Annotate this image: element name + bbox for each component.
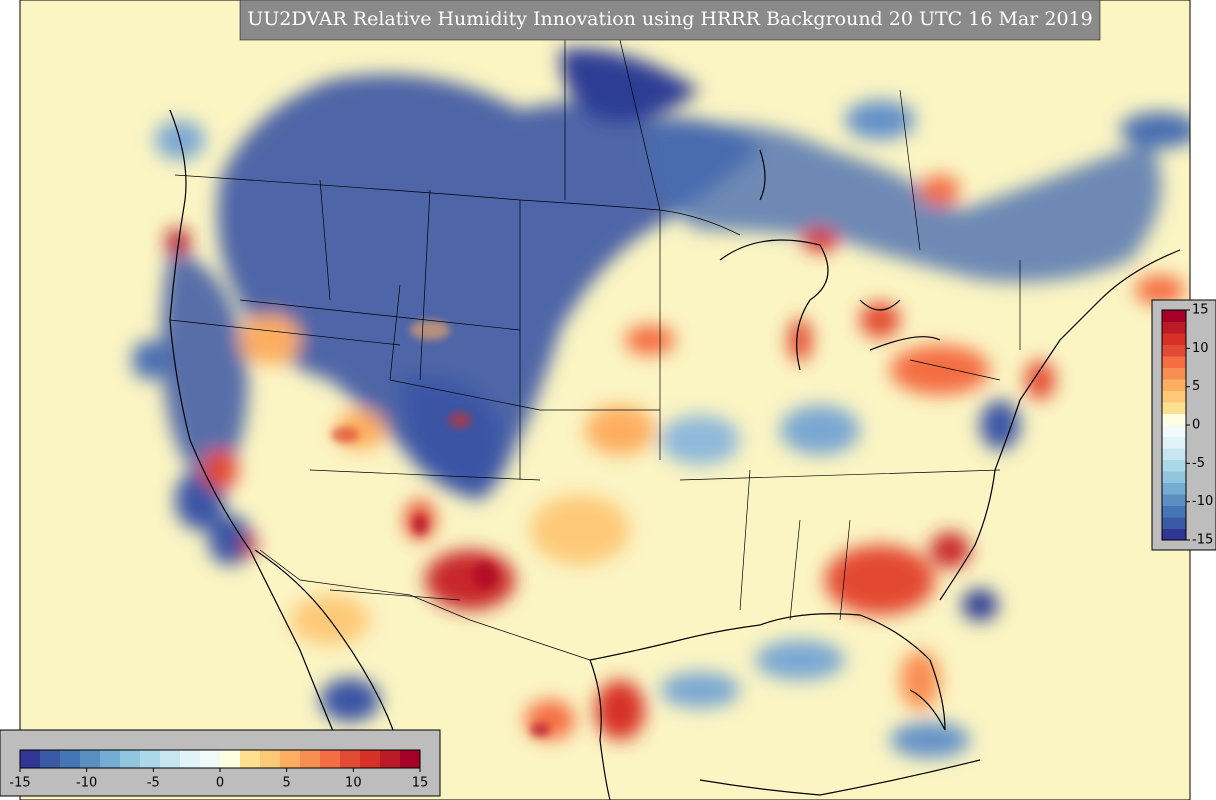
colorbar-v-segment bbox=[1162, 390, 1186, 403]
colorbar-v-tick-label: 10 bbox=[1192, 341, 1209, 356]
colorbar-h-tick-label: 10 bbox=[345, 776, 362, 791]
colorbar-v-segment bbox=[1162, 379, 1186, 391]
colorbar-v-tick-label: 0 bbox=[1192, 418, 1200, 433]
colorbar-v-tick-label: -10 bbox=[1192, 494, 1213, 509]
colorbar-v-segment bbox=[1162, 402, 1186, 414]
colorbar-v-segment bbox=[1162, 494, 1186, 506]
colorbar-v-segment bbox=[1162, 413, 1186, 426]
colorbar-v-segment bbox=[1162, 471, 1186, 483]
colorbar-v-tick-label: 5 bbox=[1192, 379, 1200, 394]
colorbar-v-segment bbox=[1162, 459, 1186, 472]
colorbar-h-segment bbox=[380, 750, 401, 768]
colorbar-v-segment bbox=[1162, 528, 1186, 541]
colorbar-h-segment bbox=[100, 750, 121, 768]
colorbar-v-segment bbox=[1162, 448, 1186, 460]
colorbar-h-segment bbox=[400, 750, 421, 768]
colorbar-h-tick-label: 0 bbox=[216, 776, 224, 791]
colorbar-v-segment bbox=[1162, 425, 1186, 437]
borders bbox=[169, 39, 1021, 661]
colorbar-v-segment bbox=[1162, 517, 1186, 529]
colorbar-v-segment bbox=[1162, 356, 1186, 368]
colorbar-h-segment bbox=[300, 750, 321, 768]
colorbar-h-segment bbox=[340, 750, 361, 768]
colorbar-v-tick-label: -5 bbox=[1192, 456, 1205, 471]
colorbar-v-segment bbox=[1162, 482, 1186, 495]
colorbar-h-tick-label: 15 bbox=[412, 776, 429, 791]
title-box bbox=[239, 0, 1101, 41]
colorbar-h-segment bbox=[160, 750, 181, 768]
colorbar-v-segment bbox=[1162, 344, 1186, 357]
colorbar-h-tick-label: 5 bbox=[283, 776, 291, 791]
colorbar-h-tick-label: -10 bbox=[76, 776, 97, 791]
colorbar-h-segment bbox=[200, 750, 221, 768]
map-title: UU2DVAR Relative Humidity Innovation usi… bbox=[247, 8, 1092, 30]
colorbar-h-segment bbox=[220, 750, 241, 768]
colorbar-h-segment bbox=[320, 750, 341, 768]
colorbar-v-tick-label: 15 bbox=[1192, 303, 1209, 318]
colorbar-h-segment bbox=[260, 750, 281, 768]
colorbar-h-segment bbox=[360, 750, 381, 768]
colorbar-v-segment bbox=[1162, 333, 1186, 345]
colorbar-h-segment bbox=[40, 750, 61, 768]
colorbar-v-segment bbox=[1162, 321, 1186, 334]
colorbar-v-segment bbox=[1162, 367, 1186, 380]
colorbar-h-segment bbox=[20, 750, 41, 768]
colorbar-h-segment bbox=[280, 750, 301, 768]
colorbar-v-segment bbox=[1162, 310, 1186, 322]
colorbar-h-segment bbox=[80, 750, 101, 768]
colorbar-v-segment bbox=[1162, 505, 1186, 518]
colorbar-v-segment bbox=[1162, 436, 1186, 449]
colorbar-h-segment bbox=[60, 750, 81, 768]
colorbar-h-tick-label: -5 bbox=[147, 776, 160, 791]
colorbar-h-segment bbox=[140, 750, 161, 768]
colorbar-h-tick-label: -15 bbox=[9, 776, 30, 791]
colorbar-h-segment bbox=[240, 750, 261, 768]
humidity-field bbox=[132, 48, 1190, 758]
map-area bbox=[20, 0, 1190, 800]
humidity-detail bbox=[331, 320, 550, 737]
colorbar-v-tick-label: -15 bbox=[1192, 533, 1213, 548]
colorbar-h-segment bbox=[120, 750, 141, 768]
colorbar-h-segment bbox=[180, 750, 201, 768]
